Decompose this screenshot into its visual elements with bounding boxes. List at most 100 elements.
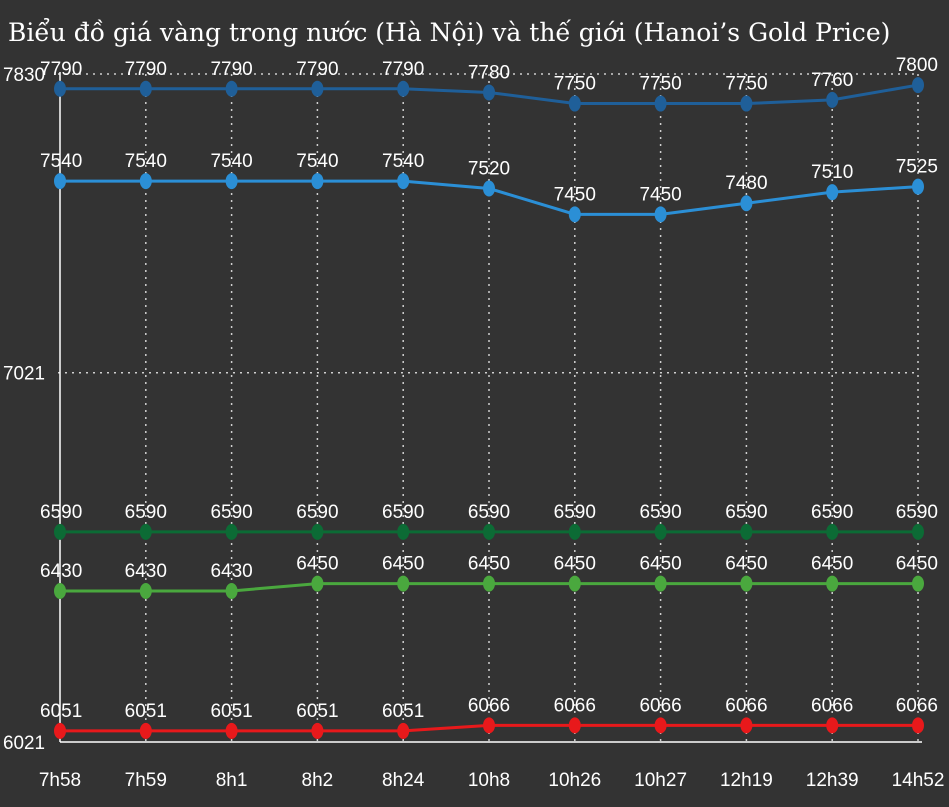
data-point (654, 575, 667, 592)
data-point (397, 80, 410, 97)
data-label: 7540 (296, 151, 338, 172)
data-point (740, 95, 753, 112)
data-label: 6051 (210, 701, 252, 722)
data-label: 6590 (725, 502, 767, 523)
data-label: 7450 (639, 184, 681, 205)
data-point (483, 717, 495, 734)
data-label: 6590 (554, 502, 596, 523)
data-label: 7790 (210, 59, 252, 80)
x-tick-label: 10h27 (634, 770, 687, 791)
data-label: 6450 (725, 554, 767, 575)
data-label: 6450 (811, 554, 853, 575)
data-label: 6051 (296, 701, 338, 722)
data-point (139, 173, 152, 190)
x-tick-label: 10h26 (548, 770, 601, 791)
data-point (397, 722, 410, 739)
data-label: 6590 (811, 502, 853, 523)
data-point (54, 582, 66, 599)
data-point (654, 206, 667, 223)
data-label: 7540 (40, 151, 82, 172)
data-label: 6590 (296, 502, 338, 523)
data-point (311, 575, 324, 592)
data-label: 6590 (125, 502, 167, 523)
x-tick-label: 14h52 (892, 770, 945, 791)
data-point (311, 523, 324, 540)
x-tick-label: 12h39 (806, 770, 859, 791)
data-label: 6051 (40, 701, 82, 722)
data-point (139, 582, 152, 599)
data-point (568, 95, 581, 112)
data-label: 7525 (896, 157, 938, 178)
data-point (483, 575, 495, 592)
data-label: 7790 (125, 59, 167, 80)
data-label: 6430 (40, 561, 82, 582)
data-label: 6590 (896, 502, 938, 523)
data-label: 6430 (210, 561, 252, 582)
data-label: 6051 (125, 701, 167, 722)
data-point (568, 575, 581, 592)
data-label: 6066 (811, 695, 853, 716)
data-label: 7520 (468, 158, 510, 179)
data-label: 7780 (468, 62, 510, 83)
data-point (225, 722, 238, 739)
data-point (54, 173, 66, 190)
data-point (740, 575, 753, 592)
data-point (826, 575, 839, 592)
data-label: 7540 (210, 151, 252, 172)
data-label: 7800 (896, 55, 938, 76)
data-point (397, 173, 410, 190)
data-point (912, 575, 924, 592)
data-point (54, 722, 66, 739)
data-point (225, 582, 238, 599)
data-point (826, 523, 839, 540)
data-point (311, 173, 324, 190)
y-tick-label: 7830 (3, 65, 45, 86)
x-tick-label: 8h2 (302, 770, 334, 791)
data-label: 6590 (468, 502, 510, 523)
data-point (225, 523, 238, 540)
data-label: 7540 (382, 151, 424, 172)
data-label: 7480 (725, 173, 767, 194)
data-label: 6450 (554, 554, 596, 575)
data-label: 6590 (40, 502, 82, 523)
data-label: 6066 (554, 695, 596, 716)
data-label: 7790 (40, 59, 82, 80)
data-point (826, 717, 839, 734)
data-point (826, 91, 839, 108)
data-label: 7790 (382, 59, 424, 80)
data-label: 7750 (725, 74, 767, 95)
data-label: 6066 (639, 695, 681, 716)
data-label: 7750 (554, 74, 596, 95)
data-point (483, 523, 495, 540)
data-point (740, 195, 753, 212)
data-point (912, 523, 924, 540)
data-point (311, 80, 324, 97)
data-point (568, 717, 581, 734)
data-label: 6066 (896, 695, 938, 716)
data-label: 6590 (210, 502, 252, 523)
data-label: 6066 (468, 695, 510, 716)
data-point (654, 717, 667, 734)
data-point (654, 523, 667, 540)
data-point (912, 77, 924, 94)
data-point (912, 178, 924, 195)
y-tick-label: 7021 (3, 364, 45, 385)
data-point (225, 173, 238, 190)
data-point (54, 523, 66, 540)
x-tick-label: 12h19 (720, 770, 773, 791)
data-label: 7760 (811, 70, 853, 91)
data-point (139, 523, 152, 540)
data-label: 7790 (296, 59, 338, 80)
data-label: 6590 (639, 502, 681, 523)
data-label: 6450 (468, 554, 510, 575)
data-point (311, 722, 324, 739)
data-point (483, 84, 495, 101)
data-label: 7510 (811, 162, 853, 183)
data-point (483, 180, 495, 197)
x-tick-label: 8h1 (216, 770, 248, 791)
data-label: 7540 (125, 151, 167, 172)
data-point (740, 717, 753, 734)
y-tick-label: 6021 (3, 733, 45, 754)
x-tick-label: 8h24 (382, 770, 425, 791)
